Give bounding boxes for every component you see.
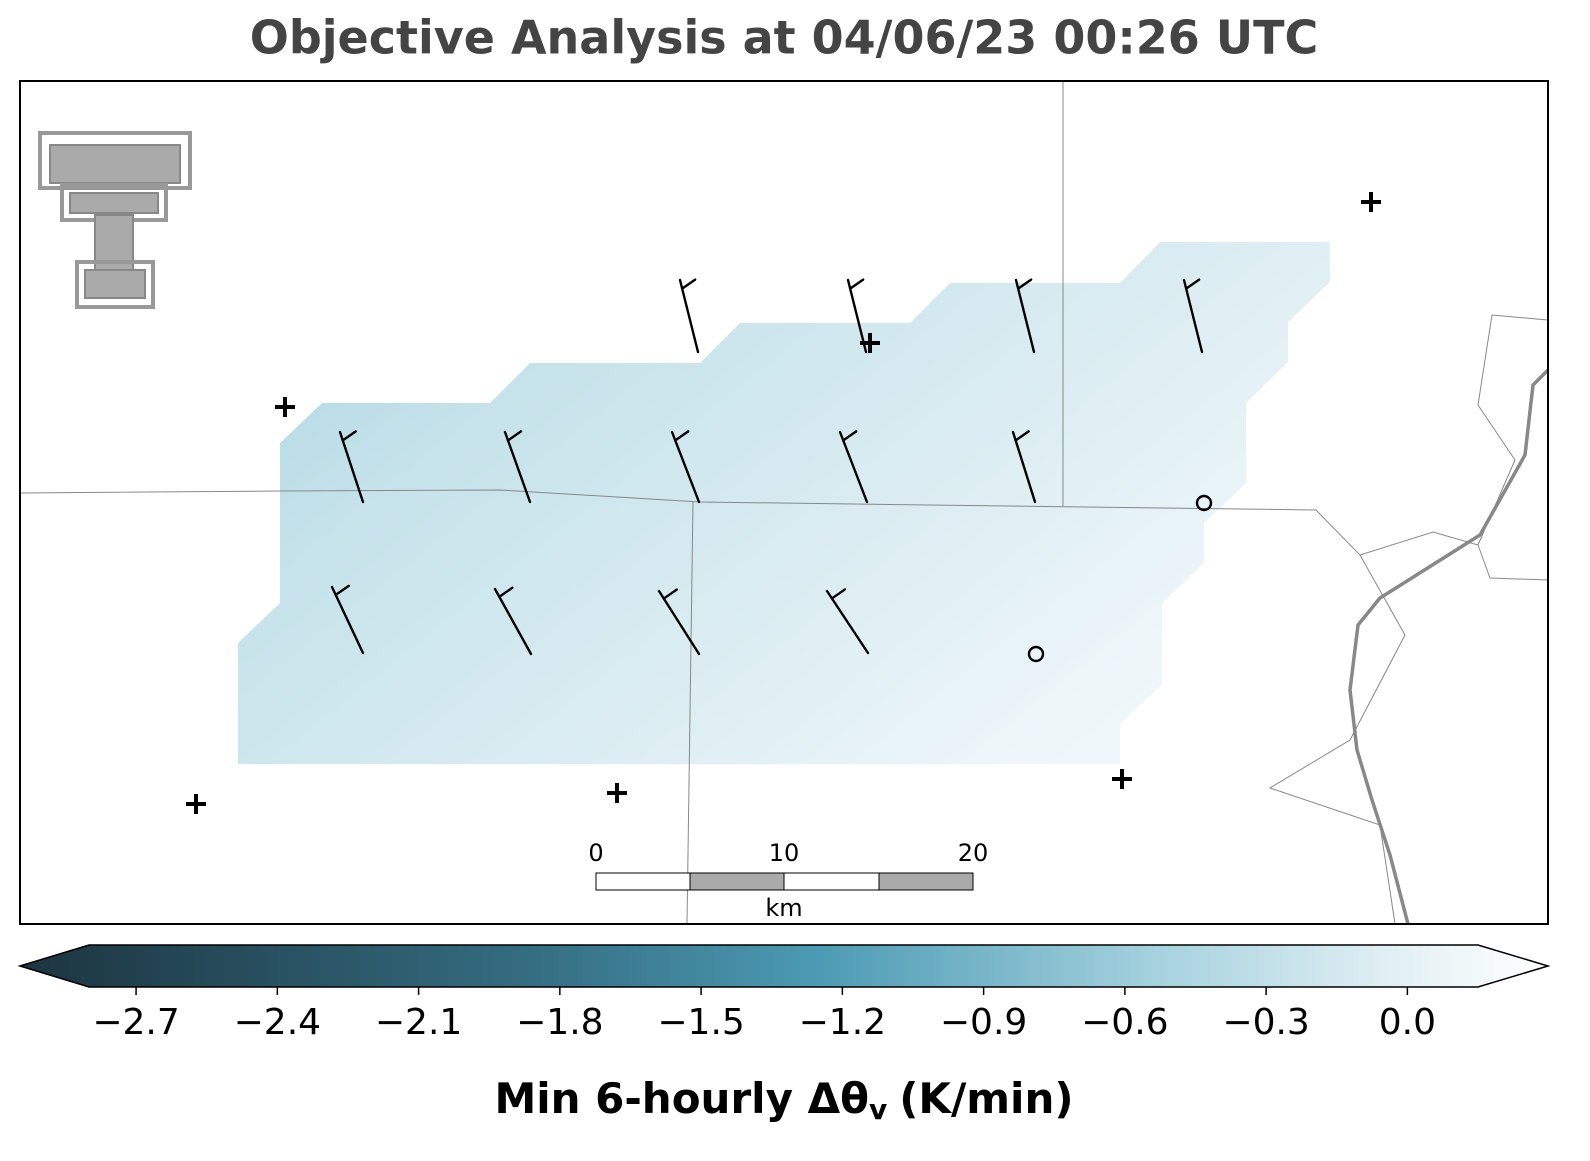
station-circle bbox=[1027, 645, 1045, 663]
scale-bar: 0 10 20 km bbox=[588, 839, 988, 922]
station-plus bbox=[607, 783, 627, 803]
scale-segment bbox=[783, 872, 880, 891]
stations bbox=[186, 192, 1381, 814]
colorbar-tick-label: −2.7 bbox=[92, 1002, 179, 1043]
station-plus bbox=[275, 397, 295, 417]
barb-staff bbox=[1014, 278, 1036, 354]
colorbar-tick-label: −1.5 bbox=[657, 1002, 744, 1043]
colorbar-tick-label: −0.6 bbox=[1081, 1002, 1168, 1043]
barb-flag bbox=[341, 430, 357, 442]
wind-barbs bbox=[330, 278, 1204, 656]
barb-staff bbox=[678, 278, 700, 354]
station-plus bbox=[1361, 192, 1381, 212]
barb-flag bbox=[674, 430, 690, 442]
station-circle bbox=[1195, 494, 1213, 512]
scale-unit: km bbox=[765, 894, 802, 922]
barb-flag bbox=[680, 278, 697, 290]
colorbar-tick-label: 0.0 bbox=[1379, 1002, 1436, 1043]
label-units: (K/min) bbox=[899, 1074, 1073, 1123]
colorbar-tick-label: −0.3 bbox=[1222, 1002, 1309, 1043]
colorbar-body bbox=[17, 944, 1551, 988]
barb-flag bbox=[498, 586, 514, 598]
scale-segment bbox=[689, 872, 785, 891]
colorbar-label: Min 6-hourly Δθv (K/min) bbox=[494, 1074, 1073, 1127]
scale-segment bbox=[595, 872, 691, 891]
colorbar-tick-label: −1.2 bbox=[799, 1002, 886, 1043]
barb-staff bbox=[503, 430, 532, 504]
barb-flag bbox=[1014, 430, 1030, 442]
title: Objective Analysis at 04/06/23 00:26 UTC bbox=[250, 11, 1319, 65]
barb-staff bbox=[338, 430, 365, 504]
station-plus bbox=[1112, 769, 1132, 789]
station-plus bbox=[186, 794, 206, 814]
boundary bbox=[1477, 314, 1549, 546]
scale-label: 10 bbox=[769, 839, 800, 867]
barb-flag bbox=[662, 588, 678, 600]
barb-staff bbox=[330, 585, 365, 655]
colorbar-tick-label: −2.1 bbox=[375, 1002, 462, 1043]
barb-flag bbox=[842, 430, 858, 442]
barb-staff bbox=[825, 589, 870, 655]
barb-flag bbox=[334, 584, 350, 597]
colorbar-tick-label: −0.9 bbox=[940, 1002, 1027, 1043]
scale-segment bbox=[878, 872, 974, 891]
barb-flag bbox=[848, 278, 865, 290]
colorbar: −2.7 −2.4 −2.1 −1.8 −1.5 −1.2 −0.9 −0.6 −0.3 0.0 bbox=[17, 944, 1551, 1043]
logo bbox=[38, 131, 192, 309]
map-frame bbox=[19, 80, 1549, 925]
barb-staff bbox=[657, 589, 701, 656]
colorbar-tick-label: −2.4 bbox=[234, 1002, 321, 1043]
highway bbox=[1348, 368, 1550, 925]
boundary bbox=[1359, 531, 1549, 581]
barb-staff bbox=[493, 587, 533, 656]
scale-label: 20 bbox=[958, 839, 989, 867]
station-plus bbox=[860, 333, 880, 353]
barb-flag bbox=[506, 430, 523, 442]
barb-flag bbox=[1184, 278, 1201, 290]
barb-staff bbox=[1011, 430, 1037, 504]
colorbar-tick-label: −1.8 bbox=[516, 1002, 603, 1043]
barb-flag bbox=[1016, 278, 1033, 290]
label-subscript: v bbox=[869, 1093, 887, 1126]
barb-staff bbox=[1182, 278, 1204, 354]
boundary bbox=[686, 501, 694, 925]
barb-flag bbox=[830, 588, 847, 600]
map: 0 10 20 km bbox=[19, 80, 1550, 925]
label-text: Min 6-hourly Δθ bbox=[494, 1074, 869, 1123]
barb-staff bbox=[846, 278, 868, 354]
scale-label: 0 bbox=[588, 839, 603, 867]
barb-staff bbox=[670, 430, 701, 504]
barb-staff bbox=[838, 430, 869, 504]
